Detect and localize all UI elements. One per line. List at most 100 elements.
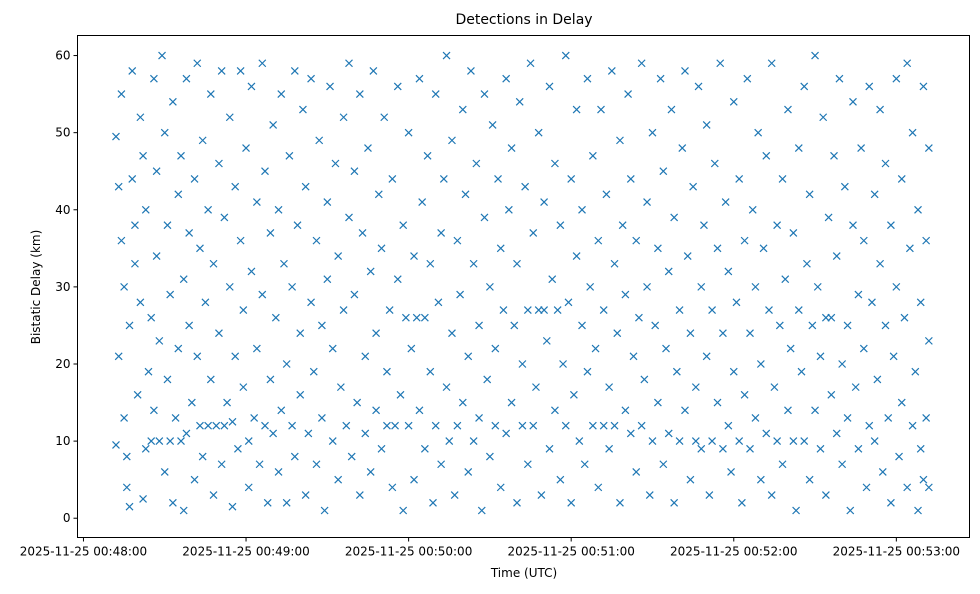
data-point — [244, 437, 253, 446]
data-point — [821, 491, 830, 500]
data-point — [897, 398, 906, 407]
data-point — [724, 267, 733, 276]
data-point — [597, 105, 605, 114]
data-point — [835, 74, 844, 83]
chart-title: Detections in Delay — [455, 12, 592, 28]
data-point — [618, 221, 627, 230]
data-point — [551, 159, 559, 168]
data-point — [114, 352, 123, 361]
data-point — [261, 421, 269, 430]
data-point — [445, 437, 454, 446]
data-point — [914, 506, 922, 515]
data-point — [865, 82, 874, 91]
data-point — [683, 252, 692, 260]
data-point — [247, 82, 256, 91]
data-point — [131, 221, 139, 230]
data-point — [480, 90, 489, 99]
x-tick-label: 2025-11-25 00:52:00 — [670, 545, 797, 559]
data-point — [537, 491, 546, 500]
data-point — [648, 128, 657, 137]
data-point — [518, 360, 527, 368]
data-point — [496, 483, 505, 492]
data-point — [846, 506, 855, 515]
data-point — [529, 228, 538, 237]
data-point — [719, 444, 727, 453]
data-point — [442, 383, 451, 392]
data-point — [637, 59, 646, 68]
data-point — [857, 144, 866, 153]
data-point — [288, 421, 297, 430]
data-point — [816, 444, 825, 453]
x-axis: 2025-11-25 00:48:00 2025-11-25 00:49:00 20… — [20, 537, 960, 559]
x-tick-label: 2025-11-25 00:53:00 — [833, 545, 960, 559]
data-point — [621, 406, 630, 415]
data-point — [773, 221, 782, 230]
data-point — [196, 421, 204, 430]
data-point — [269, 121, 278, 129]
data-point — [700, 221, 708, 230]
data-point — [567, 175, 576, 183]
data-point — [125, 321, 134, 330]
data-point — [602, 190, 611, 199]
data-point — [420, 444, 429, 453]
data-point — [212, 421, 221, 430]
data-point — [635, 313, 643, 322]
data-point — [588, 421, 597, 430]
data-point — [391, 421, 399, 430]
data-point — [217, 67, 226, 75]
data-point — [672, 367, 681, 376]
data-point — [605, 383, 614, 392]
data-point — [849, 97, 857, 106]
data-point — [177, 151, 185, 160]
data-point — [361, 352, 370, 361]
data-point — [312, 236, 321, 245]
data-point — [309, 367, 318, 376]
data-point — [729, 97, 738, 106]
data-point — [155, 336, 164, 345]
data-point — [475, 414, 483, 422]
data-point — [729, 367, 738, 376]
data-point — [464, 468, 473, 476]
data-point — [485, 282, 494, 291]
data-point — [380, 113, 389, 122]
data-point — [691, 383, 700, 392]
data-point — [778, 460, 787, 469]
data-point — [280, 259, 288, 268]
data-point — [339, 113, 348, 122]
y-axis-label: Bistatic Delay (km) — [29, 230, 43, 345]
data-point — [415, 406, 424, 415]
data-point — [467, 67, 475, 75]
data-point — [540, 198, 549, 206]
data-point — [383, 367, 391, 376]
data-point — [838, 460, 847, 469]
data-point — [708, 437, 717, 446]
data-point — [632, 468, 641, 476]
data-point — [838, 360, 847, 368]
data-point — [336, 383, 345, 392]
data-point — [163, 221, 172, 230]
data-point — [889, 352, 898, 361]
data-point — [242, 144, 250, 153]
data-point — [128, 67, 137, 75]
data-point — [469, 437, 478, 446]
data-point — [328, 437, 337, 446]
data-point — [645, 491, 654, 500]
data-point — [141, 444, 150, 453]
data-point — [177, 437, 185, 446]
data-point — [710, 159, 719, 168]
data-point — [689, 182, 698, 191]
data-point — [206, 375, 215, 384]
data-point — [328, 344, 337, 353]
data-point — [653, 244, 662, 253]
data-point — [491, 421, 500, 430]
data-point — [458, 398, 467, 407]
data-point — [131, 259, 139, 268]
data-point — [743, 74, 752, 83]
data-point — [163, 375, 172, 384]
data-point — [876, 259, 885, 268]
data-point — [789, 437, 798, 446]
data-point — [905, 244, 914, 253]
data-point — [388, 175, 397, 183]
